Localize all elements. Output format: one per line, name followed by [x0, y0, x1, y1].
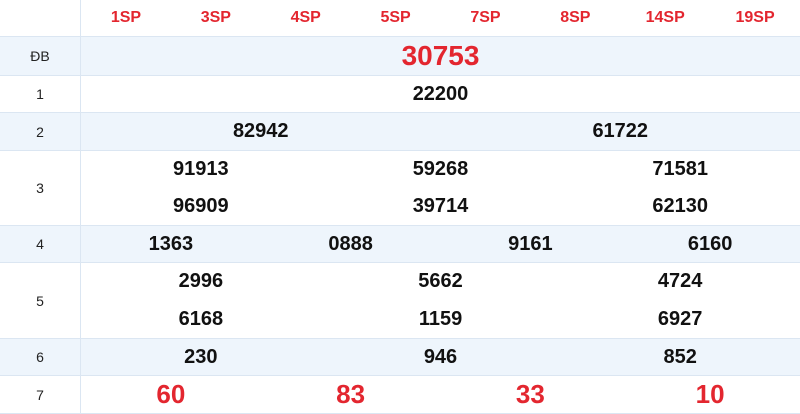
prize-number: 2996: [178, 270, 224, 293]
header-column: 1SP: [110, 9, 142, 26]
prize-number: 30753: [401, 40, 480, 71]
prize-number: 6927: [657, 307, 703, 330]
prize-number: 61722: [592, 120, 649, 142]
prize-label: 2: [0, 113, 81, 150]
prize-label: 4: [0, 226, 81, 262]
prize-number: 5662: [418, 270, 463, 293]
prize-number: 33: [515, 379, 545, 409]
prize-number: 0888: [328, 232, 373, 255]
prize-number: 82942: [232, 120, 289, 142]
prize-number: 852: [663, 345, 697, 368]
prize-number: 60: [156, 379, 186, 409]
prize-label: 7: [0, 376, 81, 413]
prize-label: 1: [0, 76, 81, 112]
header-column: 7SP: [470, 9, 501, 26]
prize-label: ĐB: [0, 37, 81, 75]
prize-row-5: 5 2996 5662 4724 6168 1159 6927: [0, 263, 800, 339]
prize-label: 3: [0, 151, 81, 225]
prize-number: 4724: [657, 270, 703, 293]
prize-number: 6160: [687, 232, 733, 255]
prize-number: 10: [695, 379, 725, 409]
header-corner: [0, 0, 81, 36]
prize-row-db: ĐB 30753: [0, 37, 800, 76]
prize-row-7: 7 60 83 33 10: [0, 376, 800, 414]
header-column: 5SP: [380, 9, 411, 26]
prize-row-2: 2 82942 61722: [0, 113, 800, 151]
header-column: 8SP: [560, 9, 591, 26]
prize-number: 59268: [412, 158, 469, 180]
prize-number: 83: [336, 379, 366, 409]
prize-number: 91913: [173, 158, 229, 180]
prize-number: 22200: [412, 82, 469, 105]
header-column: 4SP: [290, 9, 321, 26]
header-column: 14SP: [645, 9, 685, 26]
prize-number: 96909: [173, 195, 229, 217]
prize-label: 5: [0, 263, 81, 338]
prize-row-3: 3 91913 59268 71581 96909 39714 62130: [0, 151, 800, 226]
header-column: 3SP: [200, 9, 231, 26]
header-row: 1SP 3SP 4SP 5SP 7SP 8SP 14SP 19SP: [0, 0, 800, 37]
prize-number: 946: [423, 345, 458, 368]
prize-number: 39714: [412, 195, 469, 217]
prize-number: 230: [184, 345, 218, 368]
header-column: 19SP: [735, 9, 775, 26]
prize-number: 1363: [148, 232, 194, 255]
prize-number: 9161: [508, 232, 553, 255]
prize-row-4: 4 1363 0888 9161 6160: [0, 226, 800, 263]
prize-row-6: 6 230 946 852: [0, 339, 800, 376]
prize-number: 1159: [418, 307, 463, 330]
prize-number: 71581: [652, 158, 708, 180]
prize-row-1: 1 22200: [0, 76, 800, 113]
prize-number: 62130: [652, 195, 708, 217]
prize-label: 6: [0, 339, 81, 375]
prize-number: 6168: [178, 307, 224, 330]
